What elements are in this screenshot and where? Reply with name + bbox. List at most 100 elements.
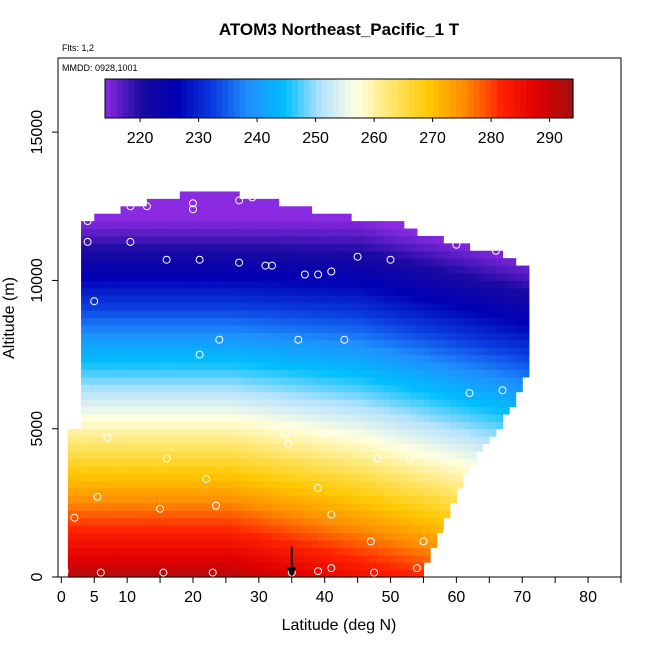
heatmap-cell	[239, 399, 247, 408]
heatmap-cell	[462, 428, 471, 437]
heatmap-cell	[140, 310, 148, 319]
heatmap-cell	[160, 221, 168, 230]
heatmap-cell	[430, 406, 438, 415]
heatmap-cell	[311, 235, 319, 244]
heatmap-cell	[173, 421, 181, 430]
heatmap-cell	[403, 488, 411, 497]
heatmap-cell	[370, 458, 378, 467]
heatmap-cell	[344, 399, 352, 408]
heatmap-cell	[377, 302, 385, 311]
heatmap-cell	[113, 332, 122, 341]
heatmap-cell	[410, 465, 418, 474]
heatmap-cell	[179, 221, 187, 230]
heatmap-cell	[146, 473, 155, 482]
heatmap-cell	[206, 517, 214, 526]
heatmap-cell	[173, 258, 181, 267]
heatmap-cell	[225, 339, 234, 348]
heatmap-cell	[160, 413, 168, 422]
heatmap-cell	[127, 324, 135, 333]
heatmap-cell	[81, 347, 89, 356]
heatmap-cell	[291, 384, 299, 393]
heatmap-cell	[403, 339, 411, 348]
heatmap-cell	[423, 443, 431, 452]
heatmap-cell	[179, 569, 187, 578]
heatmap-cell	[383, 280, 392, 289]
heatmap-cell	[245, 458, 253, 467]
colorbar-segment	[403, 79, 410, 118]
heatmap-cell	[107, 369, 115, 378]
heatmap-cell	[252, 347, 260, 356]
heatmap-cell	[370, 250, 378, 259]
heatmap-cell	[87, 562, 95, 571]
heatmap-cell	[87, 273, 95, 282]
heatmap-cell	[278, 539, 286, 548]
heatmap-cell	[186, 421, 194, 430]
heatmap-cell	[344, 361, 352, 370]
heatmap-cell	[212, 243, 220, 252]
heatmap-cell	[127, 406, 135, 415]
heatmap-cell	[232, 376, 240, 385]
heatmap-cell	[318, 480, 326, 489]
heatmap-cell	[140, 250, 148, 259]
heatmap-cell	[410, 228, 418, 237]
heatmap-cell	[127, 287, 135, 296]
heatmap-cell	[357, 525, 365, 534]
heatmap-cell	[166, 221, 174, 230]
heatmap-cell	[390, 287, 398, 296]
heatmap-cell	[304, 502, 313, 511]
heatmap-cell	[410, 510, 418, 519]
heatmap-cell	[166, 495, 174, 504]
heatmap-cell	[298, 450, 306, 459]
heatmap-cell	[291, 495, 299, 504]
heatmap-cell	[397, 243, 405, 252]
y-tick-label: 5000	[29, 411, 46, 447]
heatmap-cell	[390, 265, 398, 274]
heatmap-cell	[87, 399, 95, 408]
heatmap-cell	[146, 273, 155, 282]
heatmap-cell	[272, 339, 280, 348]
heatmap-cell	[462, 354, 471, 363]
heatmap-cell	[199, 539, 207, 548]
heatmap-cell	[133, 265, 141, 274]
heatmap-cell	[153, 532, 161, 541]
heatmap-cell	[140, 354, 148, 363]
heatmap-cell	[173, 310, 181, 319]
heatmap-cell	[127, 265, 135, 274]
heatmap-cell	[423, 310, 431, 319]
heatmap-cell	[192, 361, 201, 370]
heatmap-cell	[100, 317, 108, 326]
x-tick-label: 5	[90, 589, 99, 606]
heatmap-cell	[436, 428, 444, 437]
heatmap-cell	[383, 525, 392, 534]
heatmap-cell	[436, 354, 444, 363]
heatmap-cell	[206, 413, 214, 422]
heatmap-cell	[351, 569, 359, 578]
heatmap-cell	[252, 547, 260, 556]
heatmap-cell	[390, 324, 398, 333]
heatmap-cell	[258, 547, 267, 556]
heatmap-cell	[173, 206, 181, 215]
heatmap-cell	[482, 354, 490, 363]
heatmap-cell	[443, 473, 451, 482]
heatmap-cell	[107, 517, 115, 526]
heatmap-cell	[304, 399, 313, 408]
heatmap-cell	[127, 310, 135, 319]
heatmap-cell	[416, 502, 425, 511]
heatmap-cell	[285, 554, 293, 563]
heatmap-cell	[344, 221, 352, 230]
heatmap-cell	[351, 235, 359, 244]
heatmap-cell	[120, 473, 128, 482]
heatmap-cell	[212, 443, 220, 452]
heatmap-cell	[265, 235, 273, 244]
heatmap-cell	[146, 310, 155, 319]
heatmap-cell	[337, 265, 346, 274]
heatmap-cell	[476, 332, 484, 341]
heatmap-cell	[436, 287, 444, 296]
heatmap-cell	[495, 310, 504, 319]
heatmap-cell	[192, 510, 201, 519]
heatmap-cell	[377, 287, 385, 296]
heatmap-cell	[212, 295, 220, 304]
heatmap-cell	[245, 221, 253, 230]
heatmap-cell	[436, 495, 444, 504]
heatmap-cell	[318, 399, 326, 408]
